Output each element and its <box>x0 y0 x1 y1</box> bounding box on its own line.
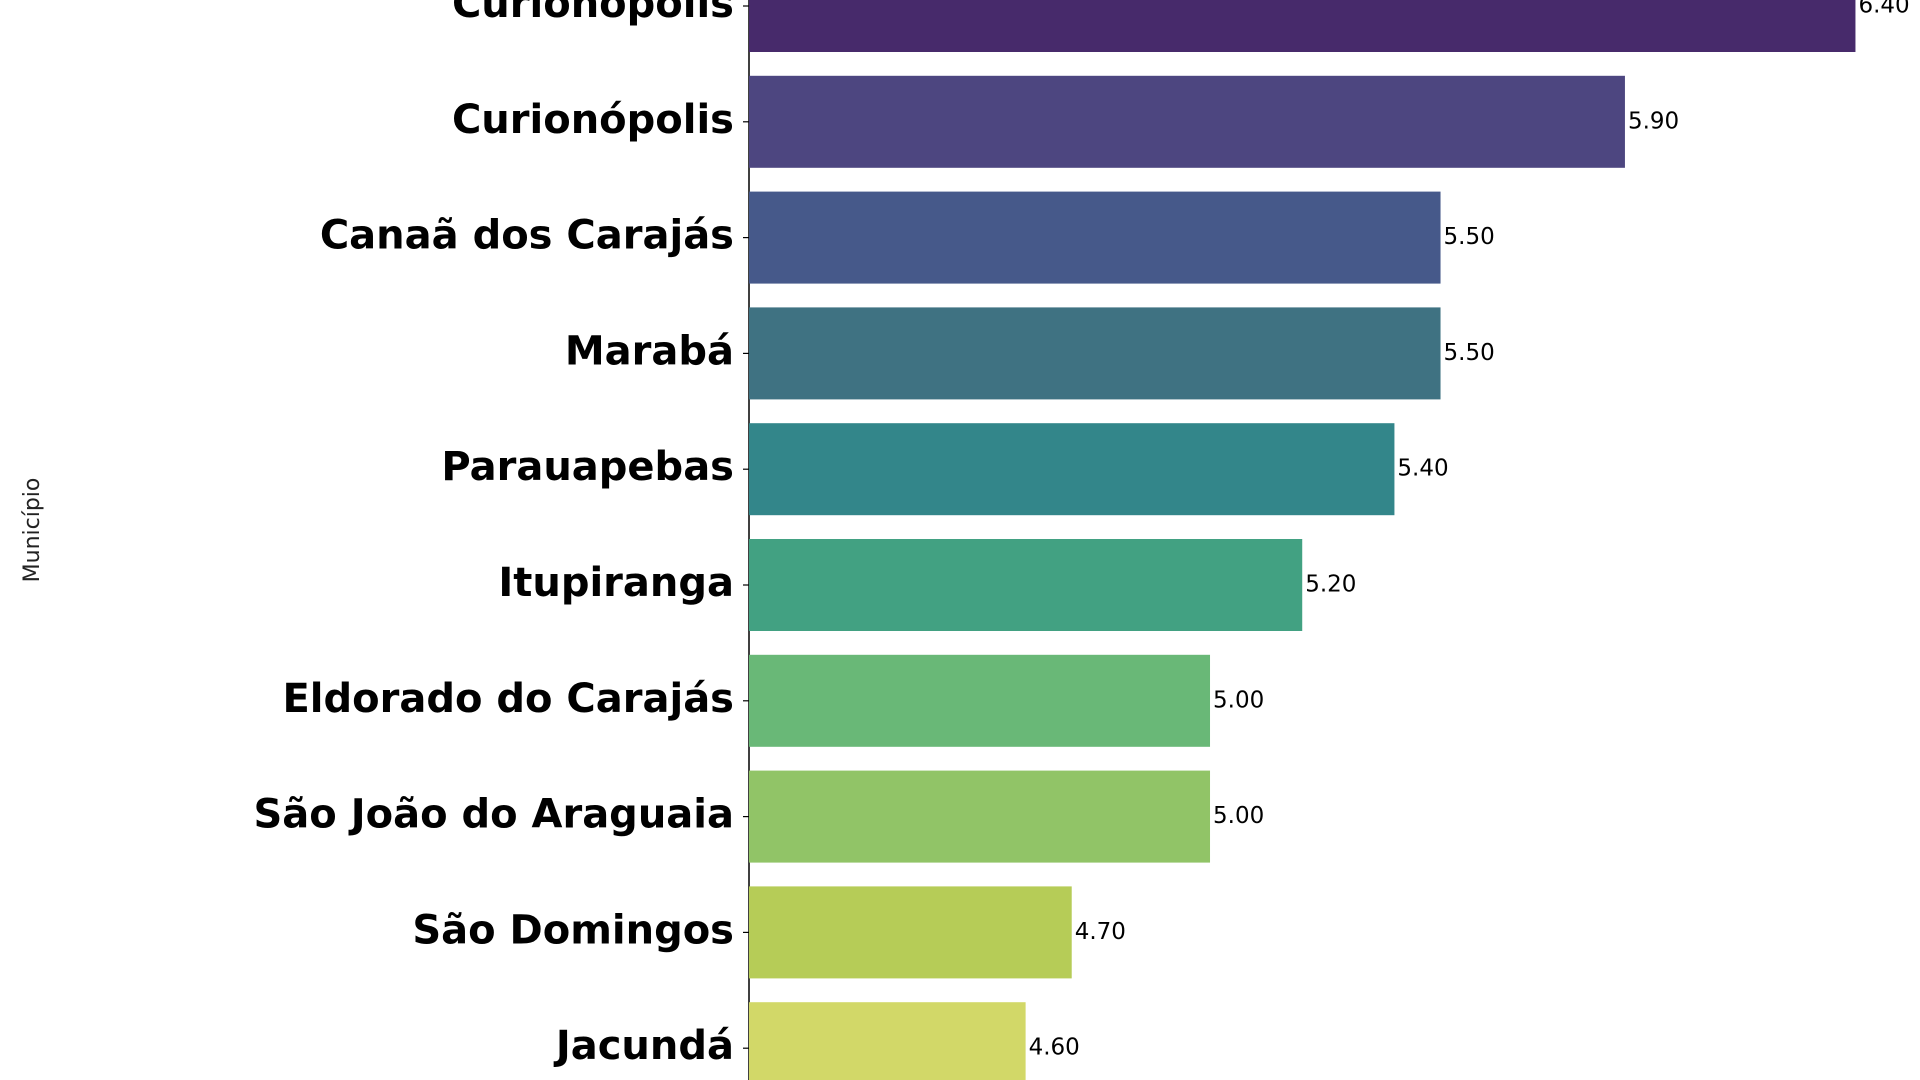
bar <box>749 307 1441 400</box>
value-label: 5.20 <box>1305 572 1356 598</box>
y-tick-label: Canaã dos Carajás <box>320 213 734 259</box>
value-label: 5.50 <box>1444 224 1495 250</box>
value-label: 5.50 <box>1444 340 1495 366</box>
value-label: 5.00 <box>1213 687 1264 713</box>
bar <box>749 75 1625 168</box>
y-tick-label: Curionópolis <box>452 97 734 143</box>
bar <box>749 1002 1026 1080</box>
y-tick-label: Jacundá <box>553 1023 734 1069</box>
bar <box>749 539 1303 631</box>
y-tick-label: Itupiranga <box>498 560 734 606</box>
bar <box>749 423 1395 516</box>
y-tick-label: Marabá <box>565 328 734 374</box>
y-tick-label: São João do Araguaia <box>254 792 735 838</box>
bar <box>749 191 1441 284</box>
bar <box>749 770 1211 863</box>
bar <box>749 654 1211 747</box>
y-tick-label: Parauapebas <box>441 444 734 490</box>
y-tick-label: Curionópolis <box>452 0 734 27</box>
bar <box>749 886 1072 979</box>
value-label: 5.00 <box>1213 803 1264 829</box>
y-tick-label: São Domingos <box>412 907 734 953</box>
y-tick-label: Eldorado do Carajás <box>282 676 734 722</box>
value-label: 5.40 <box>1397 456 1448 482</box>
bar <box>749 0 1856 52</box>
value-label: 6.40 <box>1858 0 1909 19</box>
value-label: 4.70 <box>1075 919 1126 945</box>
value-label: 4.60 <box>1029 1035 1080 1061</box>
y-axis-label: Município <box>20 478 45 583</box>
value-label: 5.90 <box>1628 108 1679 134</box>
